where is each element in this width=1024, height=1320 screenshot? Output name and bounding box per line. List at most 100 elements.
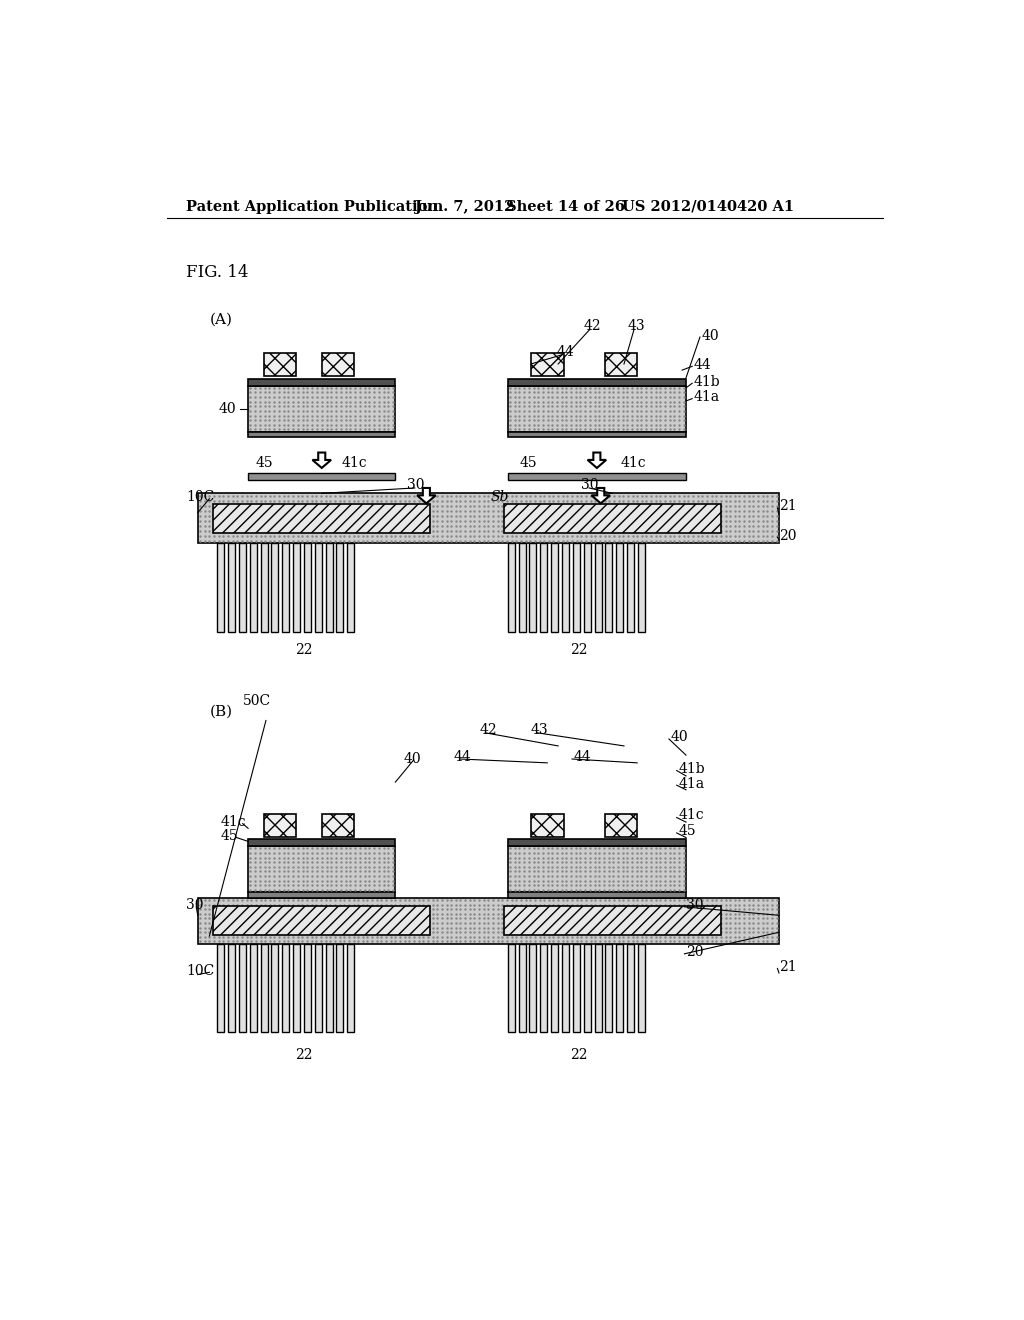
- Polygon shape: [312, 453, 331, 469]
- Bar: [605, 944, 612, 1032]
- Bar: [605, 544, 612, 632]
- Bar: [304, 544, 311, 632]
- Text: 43: 43: [531, 723, 549, 737]
- Bar: [584, 944, 591, 1032]
- Bar: [239, 944, 246, 1032]
- Text: 44: 44: [557, 346, 574, 359]
- Bar: [326, 944, 333, 1032]
- Bar: [616, 944, 624, 1032]
- Bar: [595, 544, 601, 632]
- Bar: [322, 813, 354, 837]
- Bar: [337, 944, 343, 1032]
- Bar: [595, 944, 601, 1032]
- Text: 30: 30: [407, 478, 425, 492]
- Text: 50C: 50C: [243, 694, 270, 709]
- Bar: [504, 906, 721, 936]
- Text: Sb: Sb: [490, 490, 509, 504]
- Bar: [584, 544, 591, 632]
- Text: 45: 45: [256, 457, 273, 470]
- Bar: [263, 354, 296, 376]
- Text: 44: 44: [454, 751, 471, 764]
- Bar: [627, 944, 634, 1032]
- Bar: [198, 494, 779, 544]
- Bar: [260, 944, 267, 1032]
- Text: 22: 22: [295, 1048, 312, 1063]
- Bar: [248, 432, 395, 437]
- Bar: [283, 944, 289, 1032]
- Text: Patent Application Publication: Patent Application Publication: [186, 199, 438, 214]
- Bar: [508, 944, 515, 1032]
- Text: 21: 21: [779, 499, 797, 513]
- Bar: [347, 944, 354, 1032]
- Bar: [337, 544, 343, 632]
- Text: 41b: 41b: [678, 762, 705, 776]
- Bar: [541, 944, 547, 1032]
- Text: 41c: 41c: [221, 816, 247, 829]
- Bar: [504, 504, 721, 533]
- Bar: [508, 840, 686, 846]
- Text: 45: 45: [519, 457, 537, 470]
- Bar: [271, 544, 279, 632]
- Bar: [248, 846, 395, 892]
- Text: 40: 40: [219, 401, 237, 416]
- Bar: [293, 544, 300, 632]
- Text: 20: 20: [779, 529, 797, 543]
- Text: 41a: 41a: [693, 391, 720, 404]
- Text: 40: 40: [403, 752, 421, 766]
- Bar: [271, 944, 279, 1032]
- Bar: [562, 944, 569, 1032]
- Bar: [531, 813, 563, 837]
- Bar: [508, 385, 686, 432]
- Bar: [260, 544, 267, 632]
- Text: 45: 45: [678, 824, 696, 838]
- Text: 22: 22: [295, 643, 312, 656]
- Text: 42: 42: [479, 723, 497, 737]
- Bar: [572, 544, 580, 632]
- Bar: [228, 544, 234, 632]
- Bar: [283, 544, 289, 632]
- Text: 22: 22: [569, 643, 587, 656]
- Text: 10C: 10C: [186, 490, 214, 504]
- Bar: [572, 944, 580, 1032]
- Text: 21: 21: [779, 960, 797, 974]
- Bar: [248, 892, 395, 898]
- Bar: [541, 544, 547, 632]
- Bar: [627, 544, 634, 632]
- Text: 30: 30: [686, 899, 703, 912]
- Bar: [508, 432, 686, 437]
- Text: 41a: 41a: [678, 776, 705, 791]
- Polygon shape: [592, 488, 610, 503]
- Text: 20: 20: [686, 945, 703, 958]
- Bar: [263, 813, 296, 837]
- Bar: [508, 473, 686, 480]
- Bar: [314, 544, 322, 632]
- Text: 44: 44: [693, 358, 712, 372]
- Text: Jun. 7, 2012: Jun. 7, 2012: [415, 199, 514, 214]
- Text: 45: 45: [221, 829, 239, 843]
- Bar: [562, 544, 569, 632]
- Text: 40: 40: [701, 329, 719, 342]
- Bar: [551, 544, 558, 632]
- Bar: [326, 544, 333, 632]
- Bar: [213, 906, 430, 936]
- Bar: [638, 944, 645, 1032]
- Text: FIG. 14: FIG. 14: [186, 264, 249, 281]
- Bar: [508, 379, 686, 385]
- Text: US 2012/0140420 A1: US 2012/0140420 A1: [623, 199, 795, 214]
- Text: 43: 43: [628, 319, 645, 333]
- Bar: [213, 504, 430, 533]
- Bar: [529, 544, 537, 632]
- Bar: [508, 846, 686, 892]
- Bar: [250, 944, 257, 1032]
- Text: 10C: 10C: [186, 964, 214, 978]
- Bar: [518, 544, 525, 632]
- Bar: [248, 840, 395, 846]
- Bar: [228, 944, 234, 1032]
- Bar: [239, 544, 246, 632]
- Text: Sheet 14 of 26: Sheet 14 of 26: [506, 199, 626, 214]
- Bar: [638, 544, 645, 632]
- Text: 42: 42: [584, 319, 601, 333]
- Text: 41b: 41b: [693, 375, 720, 388]
- Polygon shape: [588, 453, 606, 469]
- Bar: [529, 944, 537, 1032]
